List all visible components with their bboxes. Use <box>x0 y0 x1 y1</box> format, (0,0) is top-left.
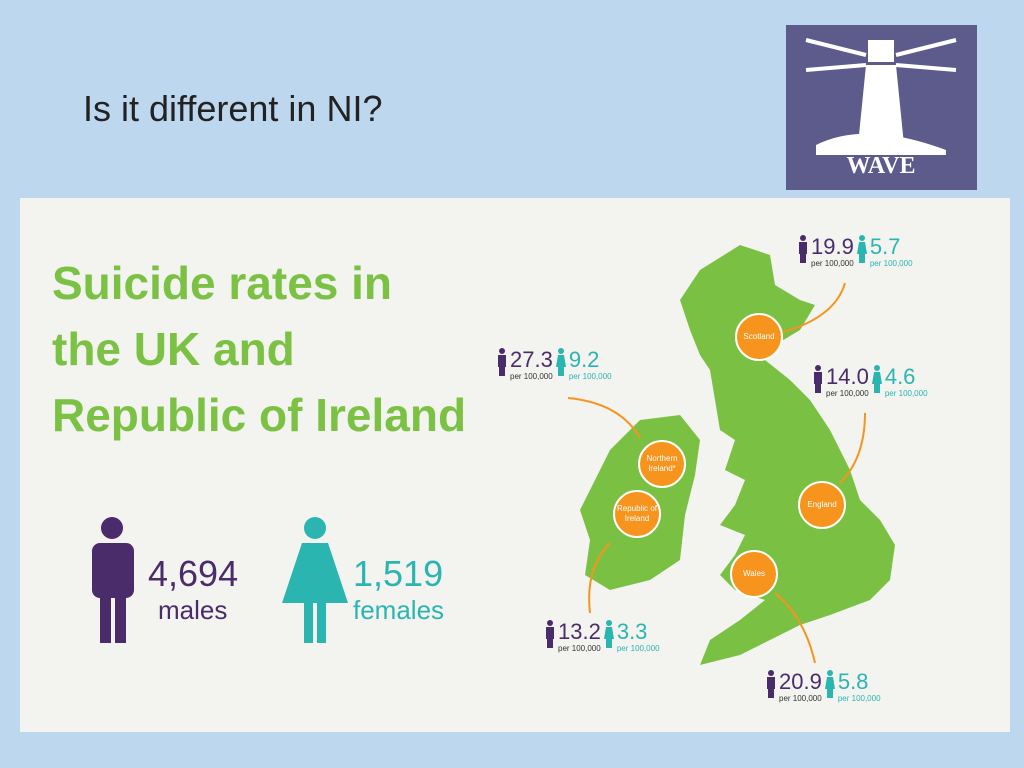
male-icon <box>92 517 134 643</box>
females-total: 1,519 females <box>353 553 444 626</box>
female-rate: 5.7 per 100,000 <box>869 234 913 269</box>
infographic-title: Suicide rates in the UK and Republic of … <box>52 257 467 441</box>
females-number: 1,519 <box>353 553 444 594</box>
region-marker: England <box>798 481 846 529</box>
logo-graphic: WAVE <box>805 38 957 179</box>
male-rate-value: 19.9 <box>811 234 854 259</box>
female-rate: 9.2 per 100,000 <box>568 347 612 382</box>
person-icon <box>767 670 775 698</box>
female-rate: 5.8 per 100,000 <box>837 669 881 704</box>
male-rate: 27.3 per 100,000 <box>510 347 553 382</box>
female-rate-value: 9.2 <box>568 347 600 372</box>
person-icon <box>856 235 867 263</box>
region-marker: Scotland <box>735 313 783 361</box>
region-stats: 13.2 per 100,000 3.3 per 100,000 <box>545 620 660 653</box>
region-stats: 19.9 per 100,000 5.7 per 100,000 <box>798 235 913 268</box>
region-marker: Wales <box>730 550 778 598</box>
female-rate-unit: per 100,000 <box>616 644 660 653</box>
males-label: males <box>158 595 228 625</box>
person-icon <box>603 620 614 648</box>
slide-title: Is it different in NI? <box>83 88 383 129</box>
person-icon <box>546 620 554 648</box>
female-rate-value: 3.3 <box>616 619 648 644</box>
person-icon <box>814 365 822 393</box>
infographic: Suicide rates in the UK and Republic of … <box>20 198 1010 732</box>
male-rate-value: 13.2 <box>558 619 601 644</box>
person-icon <box>498 348 506 376</box>
region-stats: 20.9 per 100,000 5.8 per 100,000 <box>766 670 881 703</box>
region-marker: Northern Ireland* <box>638 440 686 488</box>
male-rate-unit: per 100,000 <box>811 259 854 268</box>
map <box>92 245 895 665</box>
region-stats: 14.0 per 100,000 4.6 per 100,000 <box>813 365 928 398</box>
male-rate: 19.9 per 100,000 <box>811 234 854 269</box>
female-rate: 4.6 per 100,000 <box>884 364 928 399</box>
female-icon <box>282 517 348 643</box>
male-rate-unit: per 100,000 <box>558 644 601 653</box>
person-icon <box>824 670 835 698</box>
male-rate-value: 20.9 <box>779 669 822 694</box>
female-rate-value: 5.7 <box>869 234 901 259</box>
female-rate-value: 5.8 <box>837 669 869 694</box>
region-marker: Republic of Ireland <box>613 490 661 538</box>
person-icon <box>555 348 566 376</box>
male-rate-unit: per 100,000 <box>510 372 553 381</box>
males-total: 4,694 males <box>148 553 238 626</box>
males-number: 4,694 <box>148 553 239 594</box>
person-icon <box>799 235 807 263</box>
male-rate-value: 14.0 <box>826 364 869 389</box>
male-rate: 13.2 per 100,000 <box>558 619 601 654</box>
female-rate: 3.3 per 100,000 <box>616 619 660 654</box>
male-rate-unit: per 100,000 <box>779 694 822 703</box>
female-rate-unit: per 100,000 <box>869 259 913 268</box>
logo: WAVE <box>786 25 977 190</box>
region-stats: 27.3 per 100,000 9.2 per 100,000 <box>497 348 612 381</box>
female-rate-unit: per 100,000 <box>837 694 881 703</box>
male-rate-value: 27.3 <box>510 347 553 372</box>
female-rate-unit: per 100,000 <box>568 372 612 381</box>
logo-text: WAVE <box>847 153 916 179</box>
male-rate-unit: per 100,000 <box>826 389 869 398</box>
females-label: females <box>353 595 445 625</box>
female-rate-value: 4.6 <box>884 364 916 389</box>
female-rate-unit: per 100,000 <box>884 389 928 398</box>
person-icon <box>871 365 882 393</box>
male-rate: 20.9 per 100,000 <box>779 669 822 704</box>
male-rate: 14.0 per 100,000 <box>826 364 869 399</box>
